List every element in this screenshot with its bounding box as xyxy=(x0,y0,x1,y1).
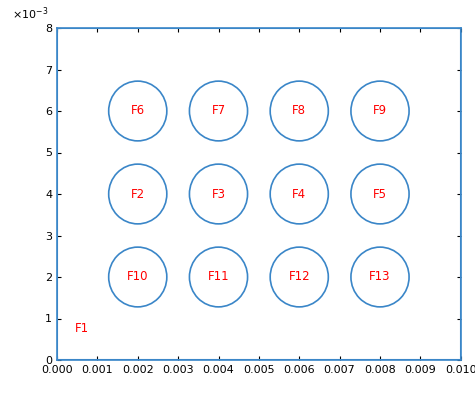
Text: F7: F7 xyxy=(211,104,226,118)
Text: F13: F13 xyxy=(369,270,391,284)
Text: F9: F9 xyxy=(373,104,387,118)
Text: F2: F2 xyxy=(131,188,145,200)
Text: F5: F5 xyxy=(373,188,387,200)
Text: F1: F1 xyxy=(75,322,89,335)
Text: F10: F10 xyxy=(127,270,149,284)
Text: F6: F6 xyxy=(131,104,145,118)
Text: F11: F11 xyxy=(208,270,229,284)
Text: F3: F3 xyxy=(211,188,226,200)
Text: F8: F8 xyxy=(292,104,306,118)
Text: F12: F12 xyxy=(288,270,310,284)
Text: F4: F4 xyxy=(292,188,306,200)
Text: $\times10^{-3}$: $\times10^{-3}$ xyxy=(12,6,48,22)
